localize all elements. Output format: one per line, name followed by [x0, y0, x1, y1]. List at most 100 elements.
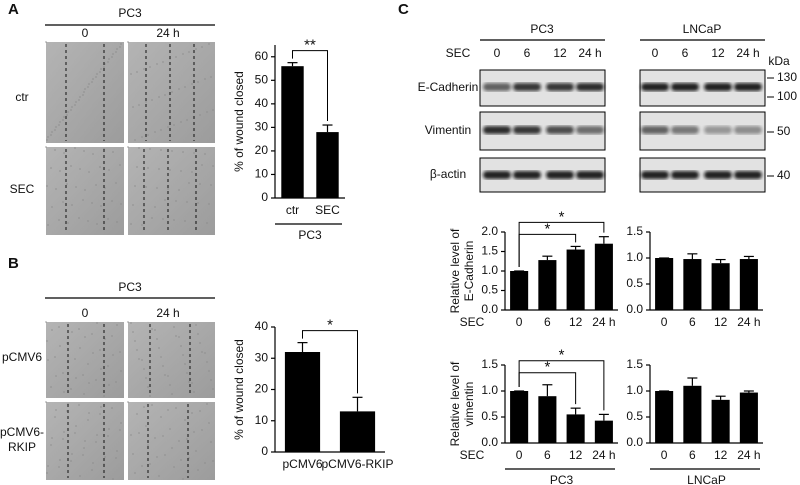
cell-texture [210, 184, 212, 186]
cell-texture [188, 381, 190, 383]
bar [683, 259, 702, 310]
blot-band [641, 171, 669, 179]
cell-texture [116, 324, 118, 326]
y-tick-label: 30 [255, 350, 269, 364]
bar [538, 260, 557, 310]
cell-texture [204, 462, 206, 464]
cell-texture [46, 340, 48, 342]
cell-texture [167, 126, 169, 128]
cell-texture [147, 386, 149, 388]
x-tick-label: 24 h [592, 448, 615, 462]
cell-texture [195, 324, 197, 326]
cell-texture [47, 359, 49, 361]
blot-band [546, 83, 574, 91]
cell-texture [127, 146, 129, 148]
cell-texture [75, 425, 77, 427]
blot-band [734, 83, 762, 91]
cell-texture [201, 351, 203, 353]
cell-texture [199, 114, 201, 116]
cell-texture [47, 136, 49, 138]
cell-texture [54, 129, 56, 131]
cell-texture [112, 478, 114, 480]
row-label: pCMV6 [2, 350, 42, 364]
cell-texture [84, 440, 86, 442]
cell-texture [87, 363, 89, 365]
cell-texture [158, 168, 160, 170]
cell-texture [111, 407, 113, 409]
blot-band [513, 83, 541, 91]
cell-texture [71, 453, 73, 455]
cell-texture [63, 116, 65, 118]
cell-texture [120, 43, 122, 45]
cell-texture [83, 150, 85, 152]
row-label: ctr [15, 90, 28, 104]
y-tick-label: 20 [255, 143, 269, 157]
y-axis-label: % of wound closed [232, 71, 246, 172]
micrograph [128, 402, 215, 480]
cell-texture [70, 109, 72, 111]
cell-texture [158, 96, 160, 98]
cell-texture [46, 472, 48, 474]
cell-texture [74, 147, 76, 149]
cell-texture [45, 41, 47, 43]
cell-texture [47, 465, 49, 467]
cell-texture [151, 328, 153, 330]
blot-band [546, 126, 574, 134]
lane-label: 6 [524, 46, 531, 60]
column-label: 24 h [156, 26, 179, 40]
cell-texture [107, 61, 109, 63]
cell-texture [59, 170, 61, 172]
cell-texture [175, 407, 177, 409]
cell-texture [111, 335, 113, 337]
cell-texture [111, 200, 113, 202]
significance-label: * [559, 347, 565, 364]
cell-texture [74, 432, 76, 434]
cell-texture [212, 388, 214, 390]
cell-texture [201, 164, 203, 166]
cell-texture [71, 331, 73, 333]
cell-texture [103, 66, 105, 68]
micrograph [128, 147, 215, 235]
y-tick-label: 1.5 [481, 244, 498, 258]
cell-texture [212, 109, 214, 111]
cell-texture [100, 205, 102, 207]
cell-texture [134, 185, 136, 187]
cell-texture [171, 150, 173, 152]
bar [711, 399, 730, 443]
cell-texture [119, 164, 121, 166]
cell-texture [178, 336, 180, 338]
cell-texture [50, 134, 52, 136]
cell-texture [112, 354, 114, 356]
cell-texture [136, 166, 138, 168]
cell-texture [75, 186, 77, 188]
cell-texture [84, 336, 86, 338]
bar [339, 411, 376, 452]
cell-texture [173, 124, 175, 126]
cell-texture [62, 201, 64, 203]
x-tick-label: 0 [516, 315, 523, 329]
y-tick-label: 10 [255, 413, 269, 427]
cell-texture [169, 428, 171, 430]
cell-texture [78, 99, 80, 101]
cell-texture [195, 450, 197, 452]
cell-texture [99, 413, 101, 415]
cell-texture [132, 331, 134, 333]
blot-band [671, 83, 699, 91]
x-tick-label: 24 h [737, 315, 760, 329]
cell-texture [111, 56, 113, 58]
cell-texture [180, 459, 182, 461]
blot-band [734, 171, 762, 179]
cell-texture [54, 356, 56, 358]
cell-texture [66, 183, 68, 185]
cell-texture [79, 475, 81, 477]
cell-texture [186, 438, 188, 440]
cell-texture [164, 94, 166, 96]
blot-band [641, 126, 669, 134]
cell-texture [154, 437, 156, 439]
cell-texture [138, 147, 140, 149]
lane-label: 24 h [578, 46, 601, 60]
cell-texture [167, 188, 169, 190]
cell-texture [160, 416, 162, 418]
blot-band [671, 171, 699, 179]
blot-row: Vimentin [425, 123, 471, 137]
